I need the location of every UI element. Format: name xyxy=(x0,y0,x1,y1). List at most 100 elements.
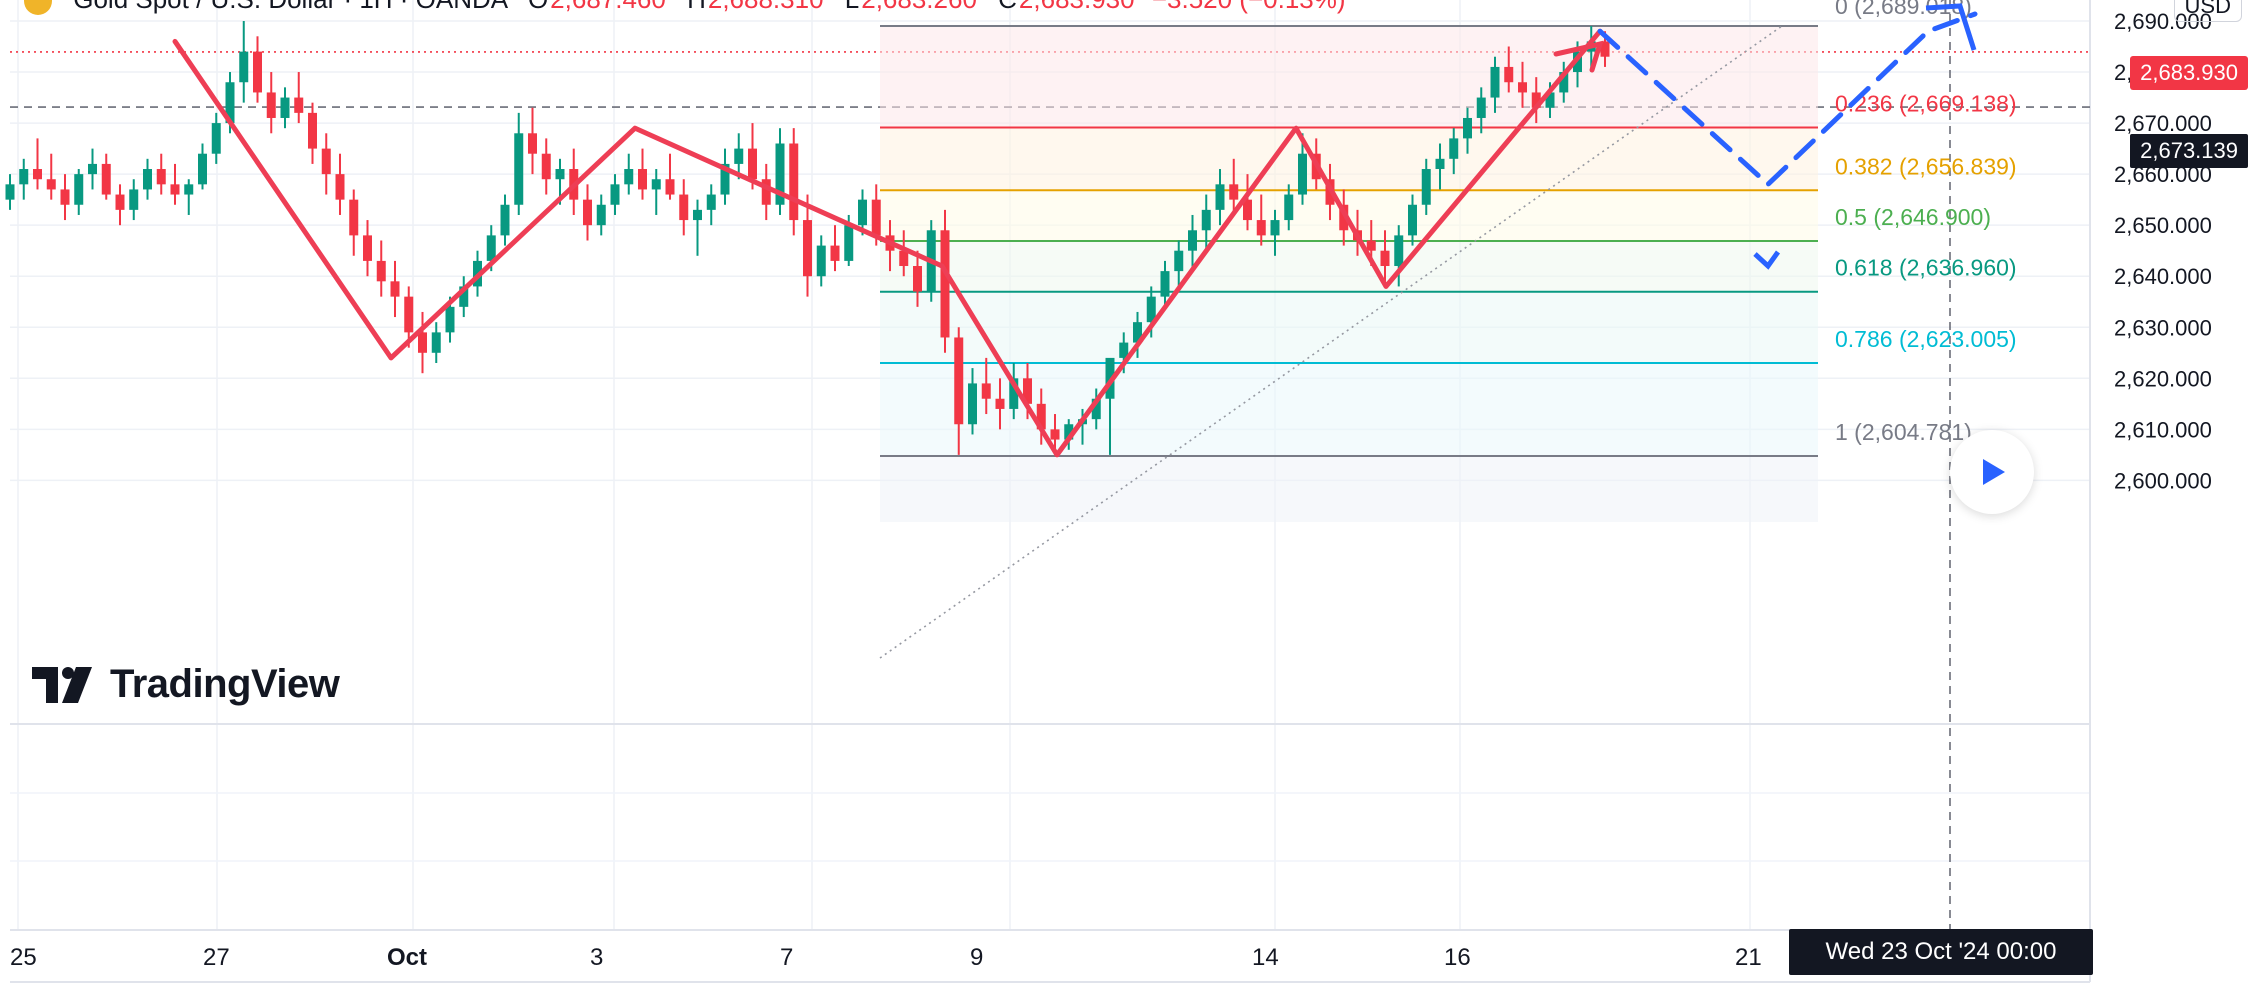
fib-label-0: 0 (2,689.018) xyxy=(1835,0,1972,19)
candle-body xyxy=(858,199,867,226)
candle-body xyxy=(1270,220,1280,236)
candle-body xyxy=(1366,240,1376,251)
candle-body xyxy=(789,143,799,221)
candle-body xyxy=(528,133,537,154)
play-icon xyxy=(1983,459,2005,485)
fib-band-0.618 xyxy=(880,291,1818,363)
fib-band-0.236 xyxy=(880,127,1818,191)
projection-line[interactable] xyxy=(1597,11,1978,188)
candle-body xyxy=(74,174,84,205)
close-label: C xyxy=(998,0,1017,14)
candle-body xyxy=(1256,220,1266,236)
fib-label-0.786: 0.786 (2,623.005) xyxy=(1835,326,2017,352)
time-axis[interactable]: 25 27 Oct 3 7 9 14 16 21 xyxy=(10,944,1762,971)
time-tick-label: 27 xyxy=(203,944,230,971)
candle-body xyxy=(486,235,496,261)
candle-body xyxy=(638,169,647,190)
price-tick-label: 2,600.000 xyxy=(2114,468,2212,493)
time-tick-label: 25 xyxy=(10,944,37,971)
candle-body xyxy=(1435,158,1445,170)
low-value: 2,683.260 xyxy=(861,0,977,14)
candle-body xyxy=(418,332,427,353)
candle-body xyxy=(1036,403,1046,430)
symbol-title: Gold Spot / U.S. Dollar · 1H · OANDA xyxy=(73,0,506,14)
fibonacci-retracement[interactable]: 0 (2,689.018) 0.236 (2,669.138) 0.382 (2,6… xyxy=(879,0,2017,659)
candle-body xyxy=(803,220,812,277)
candle-body xyxy=(5,184,15,200)
candle-body xyxy=(115,194,125,210)
price-axis[interactable]: 2,690.0002,680.0002,670.0002,660.0002,65… xyxy=(2114,9,2212,493)
high-label: H xyxy=(687,0,706,14)
low-label: L xyxy=(845,0,859,14)
candle-body xyxy=(1408,204,1417,236)
crosshair-price-label: 2,673.139 xyxy=(2130,134,2248,168)
high-value: 2,688.310 xyxy=(708,0,824,14)
candle-body xyxy=(253,51,262,93)
candle-body xyxy=(1545,92,1555,108)
candle-body xyxy=(294,97,304,113)
candle-body xyxy=(1476,97,1486,118)
candle-body xyxy=(376,260,386,282)
candle-body xyxy=(775,143,785,205)
fib-band-extension xyxy=(880,456,1818,522)
candle-body xyxy=(610,184,620,205)
price-tick-label: 2,670.000 xyxy=(2114,111,2212,136)
fib-band-0.786 xyxy=(880,362,1818,456)
price-tick-label: 2,640.000 xyxy=(2114,264,2212,289)
candle-body xyxy=(830,245,840,261)
candle-body xyxy=(761,179,771,205)
candle-body xyxy=(748,148,757,180)
time-tick-label: 16 xyxy=(1444,944,1471,971)
time-tick-label: 21 xyxy=(1735,944,1762,971)
candle-body xyxy=(1380,250,1390,267)
symbol-header: Gold Spot / U.S. Dollar · 1H · OANDA O 2,… xyxy=(24,0,1346,16)
candle-body xyxy=(33,169,42,180)
candle-body xyxy=(871,199,881,236)
candle-body xyxy=(1064,424,1074,440)
candle-body xyxy=(968,383,977,425)
candle-body xyxy=(170,184,180,195)
candle-body xyxy=(156,169,166,185)
candle-body xyxy=(844,225,854,261)
candle-body xyxy=(995,398,1005,409)
price-tick-label: 2,610.000 xyxy=(2114,417,2212,442)
candle-body xyxy=(583,199,592,226)
candle-body xyxy=(1339,204,1349,231)
candle-body xyxy=(1504,66,1514,83)
fib-label-0.618: 0.618 (2,636.960) xyxy=(1835,255,2017,281)
fib-band-0.382 xyxy=(880,190,1818,241)
candle-body xyxy=(1188,230,1197,251)
candle-body xyxy=(101,163,111,195)
zigzag-drawing[interactable] xyxy=(172,28,1604,458)
candle-body xyxy=(940,230,950,338)
candle-body xyxy=(1284,194,1294,221)
candle-body xyxy=(1201,209,1211,231)
tradingview-logo-text: TradingView xyxy=(110,662,340,706)
candle-body xyxy=(431,332,441,353)
candle-body xyxy=(693,209,702,221)
projection-path[interactable] xyxy=(1597,3,1978,270)
last-price-label: 2,683.930 xyxy=(2130,56,2248,90)
time-tick-label: 3 xyxy=(590,944,603,971)
candle-body xyxy=(225,82,235,124)
fib-label-0.382: 0.382 (2,656.839) xyxy=(1835,153,2017,179)
candle-body xyxy=(541,153,551,180)
candle-body xyxy=(1174,250,1184,272)
candle-body xyxy=(1050,429,1060,440)
tradingview-logo[interactable]: TradingView xyxy=(32,662,340,707)
candle-body xyxy=(1463,117,1472,139)
candle-body xyxy=(308,112,317,149)
candle-body xyxy=(1490,66,1500,98)
candle-body xyxy=(1421,169,1431,205)
candle-body xyxy=(1023,378,1032,404)
zigzag-line[interactable] xyxy=(172,28,1603,458)
currency-button[interactable]: USD xyxy=(2173,0,2242,22)
open-label: O xyxy=(528,0,548,14)
replay-play-button[interactable] xyxy=(1950,430,2034,514)
candle-body xyxy=(60,189,70,205)
candle-body xyxy=(734,148,744,164)
candle-body xyxy=(280,97,290,118)
candle-body xyxy=(88,163,97,175)
